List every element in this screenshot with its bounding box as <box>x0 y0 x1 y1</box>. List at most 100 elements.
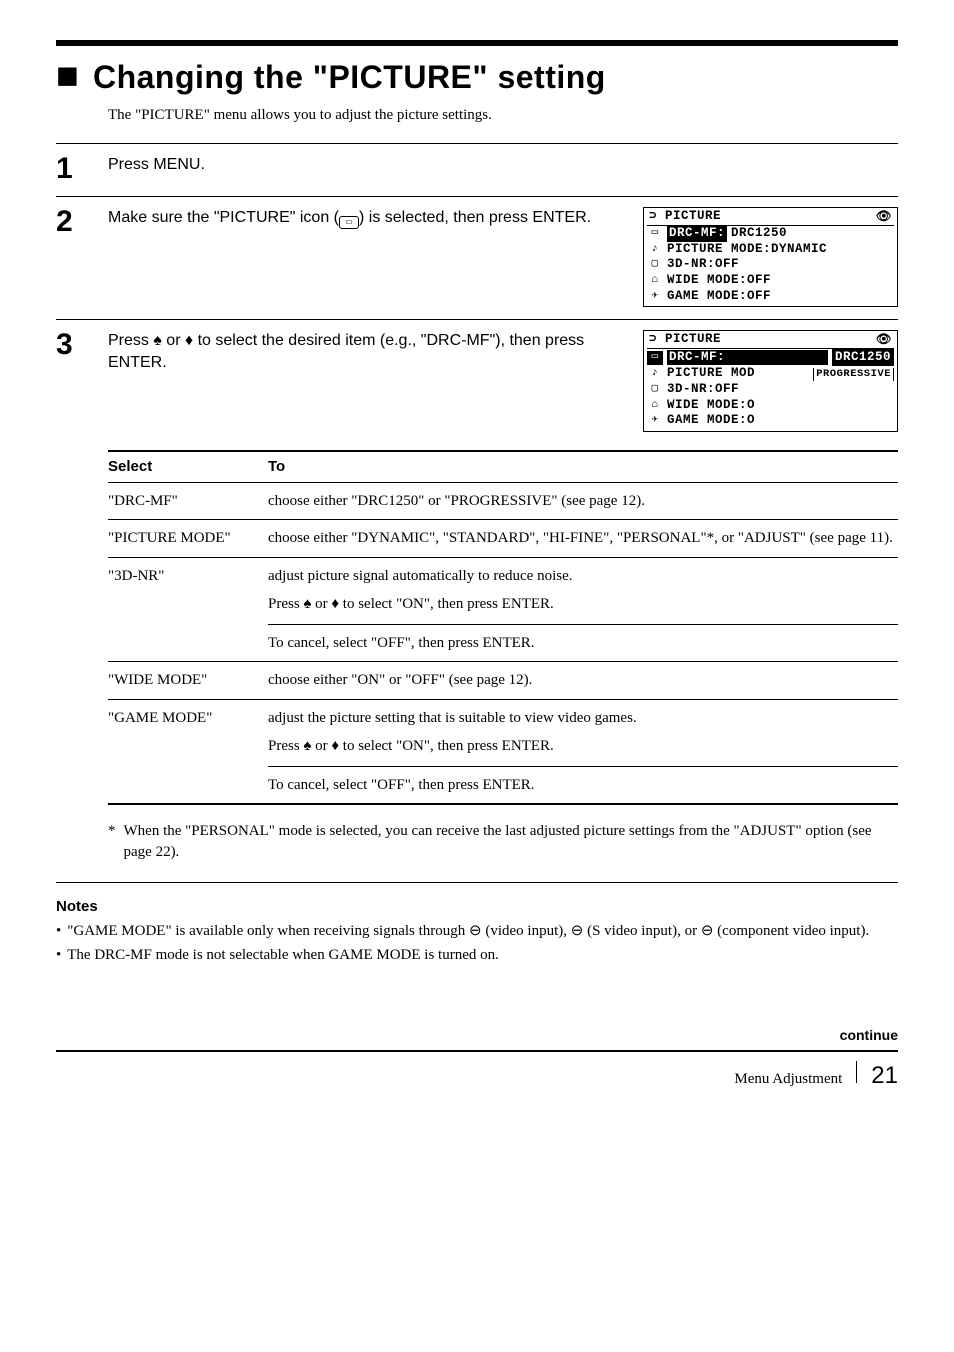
osd-row-icon: ✈ <box>647 290 663 304</box>
footnote-text: When the "PERSONAL" mode is selected, yo… <box>124 821 899 862</box>
step-2: 2 Make sure the "PICTURE" icon (▭) is se… <box>56 196 898 319</box>
step-text-post: ) is selected, then press ENTER. <box>359 209 591 226</box>
osd-title: ⊃ PICTURE 👁 <box>647 332 894 349</box>
component-input-icon: ⊖ <box>701 922 714 939</box>
osd-row-icon: ▭ <box>647 351 663 365</box>
step-number: 1 <box>56 154 90 184</box>
osd-row: ▭ DRC-MF: DRC1250 <box>647 349 894 367</box>
option-line: adjust picture signal automatically to r… <box>268 566 898 586</box>
osd-row: ✈ GAME MODE:OFF <box>647 289 894 305</box>
notes-item: • The DRC-MF mode is not selectable when… <box>56 945 898 965</box>
option-row: "PICTURE MODE" choose either "DYNAMIC", … <box>108 520 898 557</box>
section-title: Changing the "PICTURE" setting <box>93 56 606 99</box>
option-line: Press ♠ or ♦ to select "ON", then press … <box>268 736 898 756</box>
osd-text: GAME MODE:O <box>667 413 755 429</box>
option-select: "3D-NR" <box>108 566 268 586</box>
option-row: "GAME MODE" adjust the picture setting t… <box>108 700 898 806</box>
osd-row-icon: ▢ <box>647 383 663 397</box>
osd-text: PICTURE MOD <box>667 366 809 382</box>
step-text-pre: Make sure the "PICTURE" icon ( <box>108 209 339 226</box>
option-line: Press ♠ or ♦ to select "ON", then press … <box>268 594 898 614</box>
footer-divider <box>856 1061 857 1083</box>
osd-text: PICTURE MODE:DYNAMIC <box>667 242 827 258</box>
sub-divider <box>268 624 898 625</box>
option-desc: choose either "DRC1250" or "PROGRESSIVE"… <box>268 491 898 511</box>
step-text: Press MENU. <box>108 154 898 176</box>
option-select: "WIDE MODE" <box>108 670 268 690</box>
page-number: 21 <box>871 1060 898 1092</box>
osd-row-icon: ▢ <box>647 258 663 272</box>
osd-title-text: ⊃ PICTURE <box>649 209 721 225</box>
option-line: choose either "DYNAMIC", "STANDARD", "HI… <box>268 528 898 548</box>
osd-row: ▭ DRC-MF:DRC1250 <box>647 226 894 242</box>
footer-section-name: Menu Adjustment <box>734 1069 842 1089</box>
step-text: Make sure the "PICTURE" icon (▭) is sele… <box>108 207 623 229</box>
eye-icon: 👁 <box>876 209 892 225</box>
section-title-row: ■ Changing the "PICTURE" setting <box>56 56 898 99</box>
osd-row-icon: ▭ <box>647 227 663 241</box>
osd-row: ⌂ WIDE MODE:OFF <box>647 273 894 289</box>
bullet-icon: • <box>56 945 61 965</box>
section-bullet: ■ <box>56 57 79 95</box>
osd-row: ▢ 3D-NR:OFF <box>647 257 894 273</box>
osd-title-text: ⊃ PICTURE <box>649 332 721 348</box>
option-select: "GAME MODE" <box>108 708 268 728</box>
osd-row-icon: ♪ <box>647 243 663 257</box>
osd-row-icon: ♪ <box>647 367 663 381</box>
option-line: To cancel, select "OFF", then press ENTE… <box>268 633 898 653</box>
osd-row: ♪ PICTURE MODE:DYNAMIC <box>647 242 894 258</box>
osd-text: WIDE MODE:O <box>667 398 755 414</box>
continue-row: continue <box>56 1026 898 1052</box>
section-description: The "PICTURE" menu allows you to adjust … <box>108 105 898 125</box>
options-header-to: To <box>268 457 898 477</box>
options-header-row: Select To <box>108 450 898 483</box>
osd-row: ✈ GAME MODE:O <box>647 413 894 429</box>
picture-icon: ▭ <box>339 216 359 229</box>
bullet-icon: • <box>56 921 61 941</box>
osd-text: GAME MODE:OFF <box>667 289 771 305</box>
continue-label: continue <box>840 1027 898 1043</box>
notes-list: • "GAME MODE" is available only when rec… <box>56 921 898 966</box>
svideo-input-icon: ⊖ <box>571 922 584 939</box>
osd-value: DRC1250 <box>731 226 787 242</box>
osd-text: 3D-NR:OFF <box>667 382 739 398</box>
osd-popup-option: PROGRESSIVE <box>813 368 894 381</box>
osd-row-icon: ⌂ <box>647 399 663 413</box>
section-divider-thin <box>56 882 898 883</box>
option-desc: choose either "DYNAMIC", "STANDARD", "HI… <box>268 528 898 548</box>
osd-display-2: ⊃ PICTURE 👁 ▭ DRC-MF: DRC1250 ♪ PICTURE … <box>643 330 898 432</box>
option-select: "DRC-MF" <box>108 491 268 511</box>
option-row: "3D-NR" adjust picture signal automatica… <box>108 558 898 663</box>
video-input-icon: ⊖ <box>469 922 482 939</box>
osd-row-icon: ✈ <box>647 414 663 428</box>
option-line: adjust the picture setting that is suita… <box>268 708 898 728</box>
footnote-marker: * <box>108 821 116 862</box>
option-desc: choose either "ON" or "OFF" (see page 12… <box>268 670 898 690</box>
osd-selected-label: DRC-MF: <box>667 226 727 242</box>
step-3: 3 Press ♠ or ♦ to select the desired ite… <box>56 319 898 444</box>
page-footer: continue Menu Adjustment 21 <box>56 1026 898 1093</box>
step-text: Press ♠ or ♦ to select the desired item … <box>108 330 623 373</box>
options-header-select: Select <box>108 457 268 477</box>
notes-item: • "GAME MODE" is available only when rec… <box>56 921 898 941</box>
step-1: 1 Press MENU. <box>56 143 898 196</box>
osd-selected-value: DRC1250 <box>832 349 894 367</box>
step-number: 3 <box>56 330 90 432</box>
osd-text: 3D-NR:OFF <box>667 257 739 273</box>
step-number: 2 <box>56 207 90 307</box>
section-divider <box>56 40 898 46</box>
osd-display-1: ⊃ PICTURE 👁 ▭ DRC-MF:DRC1250 ♪ PICTURE M… <box>643 207 898 307</box>
footer-row: Menu Adjustment 21 <box>56 1060 898 1092</box>
option-select: "PICTURE MODE" <box>108 528 268 548</box>
option-line: choose either "ON" or "OFF" (see page 12… <box>268 670 898 690</box>
sub-divider <box>268 766 898 767</box>
osd-selected-label: DRC-MF: <box>667 350 828 366</box>
option-row: "WIDE MODE" choose either "ON" or "OFF" … <box>108 662 898 699</box>
notes-item-text: The DRC-MF mode is not selectable when G… <box>67 945 499 965</box>
option-line: choose either "DRC1250" or "PROGRESSIVE"… <box>268 491 898 511</box>
osd-row: ♪ PICTURE MOD PROGRESSIVE <box>647 366 894 382</box>
notes-item-text: "GAME MODE" is available only when recei… <box>67 921 869 941</box>
osd-title: ⊃ PICTURE 👁 <box>647 209 894 226</box>
option-line: To cancel, select "OFF", then press ENTE… <box>268 775 898 795</box>
option-desc: adjust picture signal automatically to r… <box>268 566 898 654</box>
